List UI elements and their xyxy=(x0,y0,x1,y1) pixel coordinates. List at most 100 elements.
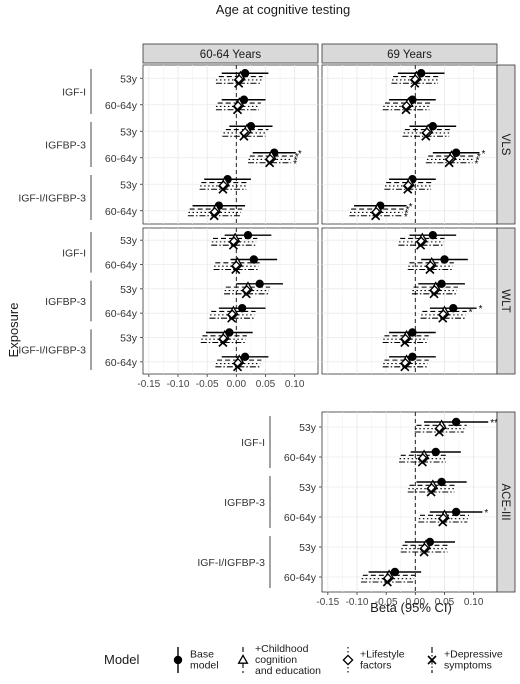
legend-item: Base model xyxy=(173,647,219,673)
forest-row: **** xyxy=(248,148,302,170)
estimate-point xyxy=(173,655,183,665)
estimate-point xyxy=(427,655,437,665)
forest-row xyxy=(215,95,266,115)
row-labels: 53y 60-64y 53y 60-64y 53y 60-64y IGF-I IGFBP-3 I… xyxy=(197,416,322,588)
column-strip xyxy=(321,43,498,64)
estimate-point xyxy=(237,303,247,313)
age-label: 53y xyxy=(120,284,138,296)
group-label: IGFBP-3 xyxy=(45,140,86,152)
row-strip xyxy=(496,411,516,593)
forest-row xyxy=(411,279,465,299)
x-axis: -0.15 -0.10 -0.05 0.00 0.05 0.10 xyxy=(316,592,484,608)
forest-row xyxy=(384,175,436,194)
forest-row: * xyxy=(418,507,488,527)
estimate-point xyxy=(425,264,435,275)
row-strip xyxy=(496,64,516,225)
panel-vls-0: 60-64 Years **** 53y 60-64y 53y 60-64y 53y 60-6… xyxy=(18,43,319,225)
forest-row xyxy=(407,255,468,275)
age-label: 53y xyxy=(299,422,317,434)
grid-lines xyxy=(322,228,497,374)
legend-label: +Depressive symptoms xyxy=(444,649,503,672)
significance-label: ** xyxy=(490,418,498,429)
estimate-point xyxy=(218,337,228,348)
grid-lines xyxy=(322,412,497,592)
forest-row xyxy=(187,201,246,221)
estimate-point xyxy=(237,654,249,664)
estimate-point xyxy=(231,264,241,275)
estimate-point xyxy=(421,131,431,141)
panel-frame xyxy=(321,227,498,375)
estimate-point xyxy=(437,279,446,289)
estimate-point xyxy=(431,447,440,457)
legend-item: +Childhood cognition and education xyxy=(237,643,321,677)
estimate-point xyxy=(440,255,449,264)
legend-label: +Lifestyle factors xyxy=(360,649,405,672)
panel-frame xyxy=(321,64,498,225)
forest-row xyxy=(211,230,272,250)
estimate-point xyxy=(400,337,410,348)
forest-row xyxy=(200,328,253,348)
age-label: 60-64y xyxy=(105,153,138,165)
panel-wlt-1: ** WLT xyxy=(321,227,516,375)
estimate-point xyxy=(417,457,427,467)
x-tick-label: 0.00 xyxy=(227,379,247,390)
forest-row xyxy=(391,69,445,88)
estimate-point xyxy=(416,240,426,250)
group-label: IGFBP-3 xyxy=(45,296,86,308)
estimate-point xyxy=(400,362,410,372)
y-axis-title: Exposure xyxy=(6,303,21,358)
estimate-point xyxy=(408,328,417,337)
estimate-point xyxy=(410,78,420,88)
forest-row: **** xyxy=(425,148,486,170)
estimate-point xyxy=(408,352,417,362)
group-label: IGF-I xyxy=(62,247,86,259)
estimate-point xyxy=(451,417,461,427)
x-axis: -0.15 -0.10 -0.05 0.00 0.05 0.10 xyxy=(137,374,305,390)
age-label: 53y xyxy=(120,126,138,138)
significance-label: * xyxy=(475,159,479,170)
significance-label: * xyxy=(484,508,488,519)
x-tick-label: 0.10 xyxy=(464,597,484,608)
forest-row xyxy=(215,352,269,372)
estimate-point xyxy=(227,313,237,323)
significance-label: * xyxy=(404,212,408,223)
x-tick-label: 0.00 xyxy=(406,597,426,608)
estimate-point xyxy=(243,230,253,240)
group-label: IGF-I xyxy=(241,437,265,449)
age-label: 60-64y xyxy=(284,452,317,464)
forest-row: ** xyxy=(420,303,483,323)
age-label: 53y xyxy=(299,542,317,554)
forest-row xyxy=(382,352,436,372)
panel-ace-iii-1: *** ACE-III53y60-64y53y60-64y53y60-64yIGF… xyxy=(197,411,516,608)
significance-label: * xyxy=(294,155,298,166)
figure-title: Age at cognitive testing xyxy=(216,2,350,17)
estimate-point xyxy=(342,654,354,666)
estimate-point xyxy=(451,507,461,517)
estimate-point xyxy=(449,303,458,313)
age-label: 60-64y xyxy=(105,357,138,369)
x-tick-label: -0.10 xyxy=(346,597,369,608)
forest-row xyxy=(222,122,273,141)
estimate-point xyxy=(228,240,238,250)
estimate-point xyxy=(209,211,219,221)
estimate-point xyxy=(438,313,448,323)
row-strip-label: WLT xyxy=(499,289,511,312)
significance-label: * xyxy=(405,208,409,219)
forest-row xyxy=(382,328,436,348)
x-tick-label: -0.10 xyxy=(167,379,190,390)
forest-row xyxy=(407,477,467,497)
x-tick-label: -0.05 xyxy=(375,597,398,608)
estimate-point xyxy=(249,255,259,264)
estimate-point xyxy=(434,427,444,437)
significance-label: * xyxy=(406,205,410,216)
estimate-point xyxy=(401,105,411,115)
estimate-point xyxy=(232,362,243,372)
age-label: 60-64y xyxy=(105,100,138,112)
forest-row xyxy=(209,303,266,323)
estimate-point xyxy=(419,547,429,557)
significance-label: * xyxy=(293,159,297,170)
legend-item: +Lifestyle factors xyxy=(342,647,405,673)
estimate-point xyxy=(444,158,454,168)
estimate-point xyxy=(426,487,436,497)
estimate-point xyxy=(239,131,249,141)
